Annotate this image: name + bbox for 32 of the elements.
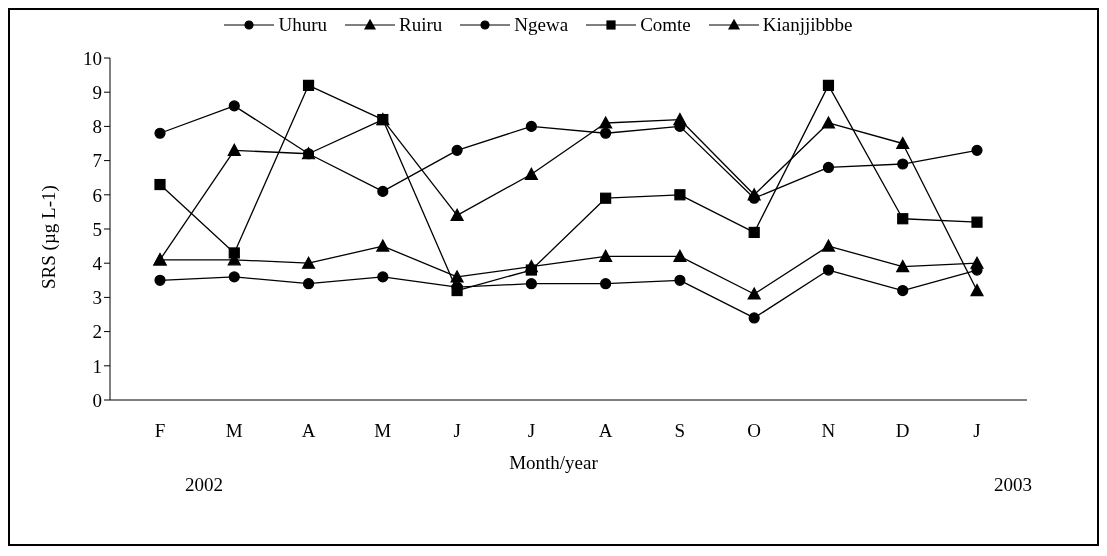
legend-label: Comte: [640, 14, 691, 36]
x-tick-label: J: [973, 420, 981, 442]
y-tick-label: 2: [92, 321, 102, 343]
y-tick-label: 9: [92, 81, 102, 103]
legend-label: Kianjjibbbe: [762, 14, 853, 36]
y-tick-label: 6: [92, 184, 102, 206]
x-tick-label: M: [374, 420, 392, 442]
y-tick-label: 4: [92, 252, 103, 274]
x-tick-label: J: [453, 420, 461, 442]
x-tick-label: S: [674, 420, 686, 442]
x-axis-title: Month/year: [508, 452, 599, 474]
x-tick-label: A: [301, 420, 316, 442]
y-tick-label: 5: [92, 218, 102, 240]
y-tick-label: 3: [92, 287, 102, 309]
x-tick-label: D: [895, 420, 910, 442]
x-tick-label: N: [821, 420, 836, 442]
legend-label: Ruiru: [399, 14, 443, 36]
text: 2002: [185, 474, 223, 496]
legend-label: Ngewa: [514, 14, 569, 36]
x-tick-label: M: [225, 420, 243, 442]
legend-label: Uhuru: [278, 14, 328, 36]
x-tick-label: F: [154, 420, 166, 442]
y-tick-label: 8: [92, 116, 102, 138]
y-tick-label: 7: [92, 150, 102, 172]
y-axis-title: SRS (µg L-1): [37, 185, 60, 289]
x-tick-label: J: [527, 420, 536, 442]
y-tick-label: 1: [92, 355, 102, 377]
x-tick-label: O: [747, 420, 762, 442]
y-tick-label: 10: [83, 47, 102, 69]
y-tick-label: 0: [92, 389, 102, 411]
text: 2003: [994, 474, 1032, 496]
x-tick-label: A: [598, 420, 613, 442]
